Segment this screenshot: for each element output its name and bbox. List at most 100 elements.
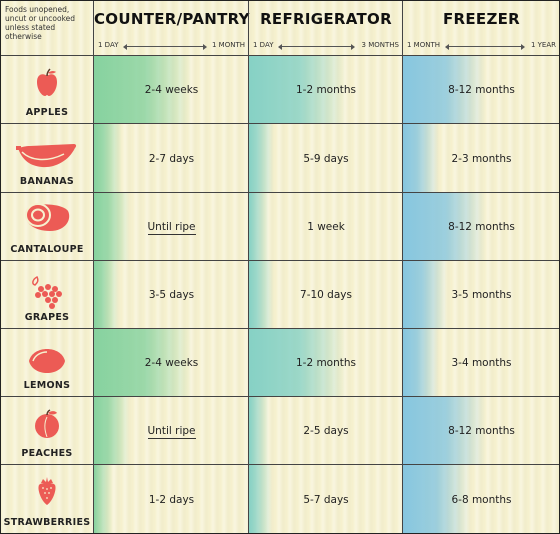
column-header-freezer: FREEZER 1 MONTH 1 YEAR: [402, 1, 559, 55]
duration-cell-fridge: 5-7 days: [248, 465, 403, 533]
duration-cell-fridge: 1-2 months: [248, 56, 403, 124]
duration-cell-fridge: 1 week: [248, 193, 403, 261]
duration-fill-freezer: [403, 56, 559, 124]
duration-value-freezer: 6-8 months: [403, 493, 559, 506]
scale-freezer: 1 MONTH 1 YEAR: [407, 40, 556, 52]
duration-cell-counter: 1-2 days: [93, 465, 249, 533]
table-row: BANANAS 2-7 days 5-9 days 2-3 months: [1, 123, 559, 193]
food-cell: STRAWBERRIES: [1, 465, 93, 533]
duration-value-fridge: 1 week: [249, 221, 403, 233]
duration-text: 1-2 months: [295, 357, 357, 369]
apple-icon: [34, 68, 60, 102]
column-title-fridge: REFRIGERATOR: [260, 10, 392, 28]
duration-value-fridge: 2-5 days: [249, 425, 403, 437]
column-title-counter: COUNTER/PANTRY: [94, 10, 250, 28]
duration-fill-freezer: [403, 193, 559, 261]
duration-cell-counter: 2-7 days: [93, 124, 249, 193]
duration-value-fridge: 1-2 months: [249, 84, 403, 96]
duration-cell-counter: 2-4 weeks: [93, 56, 249, 124]
duration-text: 1 week: [307, 221, 345, 233]
duration-text: 3-5 days: [148, 289, 195, 301]
table-row: APPLES 2-4 weeks 1-2 months 8-12 months: [1, 55, 559, 124]
duration-fill-counter: [94, 397, 249, 465]
scale-min-freezer: 1 MONTH: [407, 41, 441, 49]
duration-fill-fridge: [249, 465, 403, 533]
food-name: APPLES: [25, 107, 69, 118]
table-row: GRAPES 3-5 days 7-10 days 3-5 months: [1, 260, 559, 329]
duration-fill-counter: [94, 56, 249, 124]
food-name: PEACHES: [21, 448, 73, 459]
duration-cell-freezer: 3-5 months: [402, 261, 559, 329]
duration-cell-fridge: 2-5 days: [248, 397, 403, 465]
table-row: LEMONS 2-4 weeks 1-2 months 3-4 months: [1, 328, 559, 397]
duration-text: 2-5 days: [303, 425, 349, 437]
duration-cell-fridge: 7-10 days: [248, 261, 403, 329]
duration-value-counter: Until ripe: [94, 221, 249, 235]
duration-value-freezer: 8-12 months: [403, 84, 559, 96]
duration-text: 2-3 months: [451, 152, 512, 165]
duration-fill-fridge: [249, 329, 403, 397]
duration-fill-counter: [94, 465, 249, 533]
duration-text: 3-4 months: [451, 357, 512, 369]
table-row: STRAWBERRIES 1-2 days 5-7 days 6-8 months: [1, 464, 559, 533]
food-name: GRAPES: [24, 312, 70, 323]
cantaloupe-icon: [22, 201, 72, 237]
scale-fridge: 1 DAY 3 MONTHS: [253, 40, 399, 52]
duration-text: 7-10 days: [300, 289, 352, 301]
duration-fill-fridge: [249, 56, 403, 124]
duration-cell-freezer: 8-12 months: [402, 56, 559, 124]
food-name: STRAWBERRIES: [3, 517, 91, 528]
table-row: PEACHES Until ripe 2-5 days 8-12 months: [1, 396, 559, 465]
duration-value-freezer: 8-12 months: [403, 425, 559, 437]
scale-arrow-counter: [123, 44, 207, 50]
banana-icon: [16, 140, 78, 174]
scale-max-counter: 1 MONTH: [211, 41, 245, 49]
duration-cell-counter: Until ripe: [93, 397, 249, 465]
scale-arrow-fridge: [278, 44, 355, 50]
scale-max-fridge: 3 MONTHS: [361, 41, 399, 49]
duration-text: 2-4 weeks: [144, 84, 199, 96]
duration-value-counter: 2-4 weeks: [94, 357, 249, 369]
scale-min-fridge: 1 DAY: [253, 41, 274, 49]
column-header-counter: COUNTER/PANTRY 1 DAY 1 MONTH: [93, 1, 250, 55]
strawberry-icon: [35, 475, 59, 511]
duration-fill-counter: [94, 329, 249, 397]
duration-cell-counter: 2-4 weeks: [93, 329, 249, 397]
duration-fill-counter: [94, 261, 249, 329]
duration-cell-counter: Until ripe: [93, 193, 249, 261]
duration-fill-counter: [94, 124, 249, 193]
duration-fill-fridge: [249, 124, 403, 193]
duration-cell-fridge: 1-2 months: [248, 329, 403, 397]
table-row: CANTALOUPE Until ripe 1 week 8-12 months: [1, 192, 559, 261]
duration-fill-fridge: [249, 193, 403, 261]
duration-value-counter: 2-4 weeks: [94, 84, 249, 96]
food-cell: PEACHES: [1, 397, 93, 465]
peach-icon: [33, 409, 61, 443]
scale-min-counter: 1 DAY: [98, 41, 119, 49]
duration-cell-freezer: 3-4 months: [402, 329, 559, 397]
duration-text: Until ripe: [147, 221, 196, 235]
duration-fill-freezer: [403, 124, 559, 193]
food-cell: GRAPES: [1, 261, 93, 329]
food-cell: LEMONS: [1, 329, 93, 397]
duration-fill-fridge: [249, 261, 403, 329]
duration-text: 5-9 days: [303, 152, 349, 165]
duration-cell-freezer: 2-3 months: [402, 124, 559, 193]
duration-value-freezer: 8-12 months: [403, 221, 559, 233]
duration-value-fridge: 1-2 months: [249, 357, 403, 369]
duration-value-counter: 1-2 days: [94, 494, 249, 506]
scale-max-freezer: 1 YEAR: [530, 41, 556, 49]
food-cell: APPLES: [1, 56, 93, 124]
duration-value-counter: 2-7 days: [94, 153, 249, 165]
column-header-fridge: REFRIGERATOR 1 DAY 3 MONTHS: [248, 1, 403, 55]
duration-value-freezer: 3-5 months: [403, 289, 559, 301]
food-cell: BANANAS: [1, 124, 93, 193]
duration-cell-fridge: 5-9 days: [248, 124, 403, 193]
header-note: Foods unopened, uncut or uncooked unless…: [5, 5, 76, 41]
duration-cell-freezer: 8-12 months: [402, 397, 559, 465]
duration-text: 6-8 months: [451, 493, 512, 506]
food-cell: CANTALOUPE: [1, 193, 93, 261]
duration-value-counter: 3-5 days: [94, 289, 249, 301]
duration-value-freezer: 3-4 months: [403, 357, 559, 369]
